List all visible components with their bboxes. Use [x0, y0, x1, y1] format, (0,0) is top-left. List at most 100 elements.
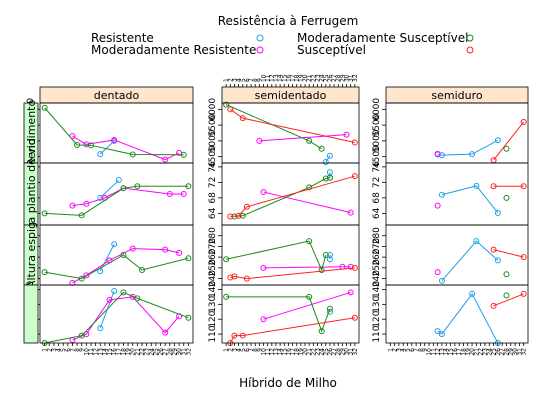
series-line-susceptivel: [229, 317, 355, 344]
x-tick-label: 4: [236, 348, 243, 352]
x-tick-label: 18: [120, 348, 127, 356]
data-point-resistente: [326, 252, 333, 258]
x-tick-label-top: 20: [302, 74, 309, 82]
x-tick-label: 18: [460, 348, 467, 356]
legend-marker-susceptivel: [466, 46, 474, 54]
data-point-susceptivel: [520, 183, 527, 190]
panel-frame: [39, 284, 194, 344]
legend-label-moderadamente-susceptivel: Moderadamente Susceptível: [297, 31, 468, 45]
data-point-moderadamente-susceptivel: [74, 142, 81, 148]
data-point-moderadamente-resistente: [162, 329, 169, 336]
x-tick-label: 5: [60, 348, 67, 352]
x-tick-label-top: 17: [290, 74, 297, 82]
series-line-moderadamente-susceptivel: [44, 107, 184, 156]
x-tick-label: 32: [521, 348, 528, 356]
data-point-susceptivel: [490, 246, 497, 253]
x-tick-label: 24: [319, 348, 326, 356]
data-point-moderadamente-susceptivel: [120, 289, 127, 296]
x-axis-label: Híbrido de Milho: [239, 376, 337, 390]
x-tick-label-top: 10: [261, 74, 268, 82]
series-line-resistente: [325, 155, 331, 163]
y-tick-label: 140: [372, 281, 382, 298]
x-tick-label: 19: [125, 348, 132, 356]
data-point-moderadamente-susceptivel: [306, 184, 313, 191]
legend-label-resistente: Resistente: [91, 31, 154, 45]
data-point-moderadamente-susceptivel: [129, 151, 136, 158]
data-point-moderadamente-resistente: [347, 209, 354, 216]
data-point-moderadamente-susceptivel: [78, 332, 85, 339]
x-tick-label-top: 16: [285, 74, 292, 82]
strip-label-semidentado: semidentado: [255, 89, 327, 102]
series-line-resistente: [437, 292, 499, 344]
x-tick-label: 21: [473, 348, 480, 356]
x-tick-label: 31: [516, 348, 523, 356]
data-point-moderadamente-susceptivel: [41, 104, 48, 111]
y-tick-label: 260: [372, 248, 382, 265]
x-tick-label-top: 23: [314, 74, 321, 82]
x-tick-label: 4: [56, 348, 63, 352]
x-tick-label-top: 24: [319, 74, 326, 82]
data-point-moderadamente-resistente: [256, 137, 263, 144]
data-point-resistente: [438, 191, 445, 198]
x-tick-label-top: 26: [327, 74, 334, 82]
data-point-moderadamente-susceptivel: [120, 185, 127, 192]
x-tick-label-top: 13: [273, 74, 280, 82]
x-tick-label: 22: [310, 348, 317, 356]
x-tick-label: 6: [409, 348, 416, 352]
y-tick-label: 240: [208, 270, 218, 287]
x-tick-label: 3: [231, 348, 238, 352]
x-tick-label: 13: [273, 348, 280, 356]
x-tick-label: 27: [499, 348, 506, 356]
x-tick-label: 3: [51, 348, 58, 352]
x-tick-label: 17: [116, 348, 123, 356]
data-point-resistente: [322, 159, 329, 166]
data-point-susceptivel: [231, 332, 238, 339]
data-point-moderadamente-susceptivel: [41, 269, 48, 276]
row-strip-3: [23, 284, 39, 344]
data-point-resistente: [438, 331, 445, 338]
x-tick-label: 16: [452, 348, 459, 356]
data-point-resistente: [115, 177, 122, 184]
y-tick-label: 72: [372, 177, 382, 188]
x-tick-label-top: 31: [348, 74, 355, 82]
x-tick-label-top: 9: [256, 78, 263, 82]
x-tick-label-top: 28: [335, 74, 342, 82]
x-tick-label: 22: [139, 348, 146, 356]
data-point-moderadamente-susceptivel: [318, 267, 325, 273]
data-point-moderadamente-susceptivel: [41, 210, 48, 217]
y-tick-label: 6000: [208, 98, 218, 121]
data-point-moderadamente-resistente: [434, 202, 441, 209]
data-point-resistente: [494, 257, 501, 264]
data-point-susceptivel: [351, 264, 358, 271]
x-tick-label: 8: [417, 348, 424, 352]
series-line-resistente: [99, 140, 115, 155]
x-tick-label-top: 8: [252, 78, 259, 82]
row-strip-label-altura-espig: Altura espig: [25, 222, 38, 288]
series-line-moderadamente-susceptivel: [44, 291, 189, 344]
y-tick-label: 76: [208, 161, 218, 173]
x-tick-label-top: 2: [227, 78, 234, 82]
y-tick-label: 72: [208, 177, 218, 188]
series-line-moderadamente-resistente: [263, 191, 351, 214]
x-tick-label: 28: [503, 348, 510, 356]
data-point-moderadamente-resistente: [347, 263, 354, 270]
y-tick-label: 76: [372, 161, 382, 173]
series-line-moderadamente-resistente: [263, 266, 351, 269]
data-point-moderadamente-resistente: [180, 191, 187, 197]
x-tick-label: 31: [348, 348, 355, 356]
data-point-resistente: [111, 241, 118, 248]
series-line-resistente: [441, 240, 499, 282]
x-tick-label-top: 19: [298, 74, 305, 82]
data-point-moderadamente-resistente: [162, 156, 169, 163]
y-tick-label: 240: [372, 270, 382, 287]
y-tick-label: 6000: [372, 98, 382, 121]
data-point-moderadamente-resistente: [83, 272, 90, 279]
data-point-resistente: [438, 277, 445, 284]
data-point-moderadamente-resistente: [343, 131, 350, 138]
x-tick-label: 14: [102, 348, 109, 356]
y-tick-label: 280: [372, 227, 382, 244]
